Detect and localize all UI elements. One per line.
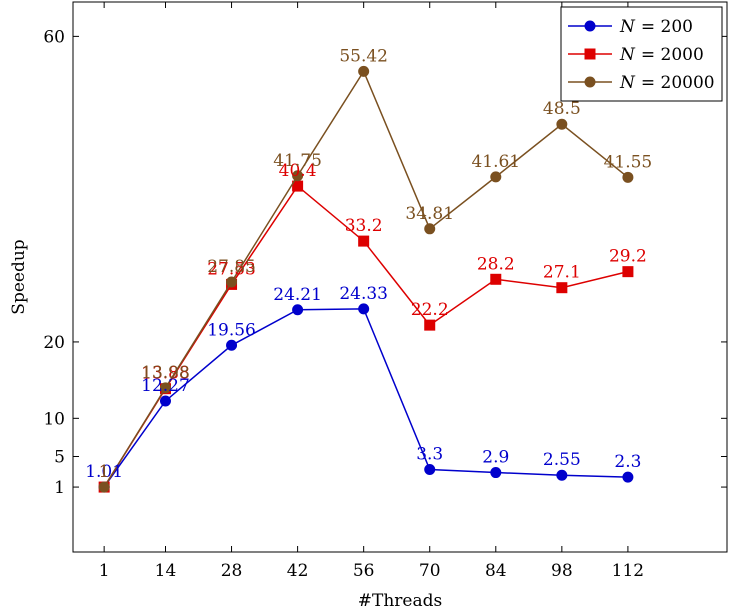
data-point: [490, 273, 502, 285]
x-tick-label: 14: [155, 561, 177, 581]
data-label: 3.3: [416, 445, 443, 465]
x-tick-label: 84: [485, 561, 507, 581]
legend-item: N = 200: [568, 17, 693, 37]
y-tick-label: 5: [54, 448, 65, 468]
data-label: 22.2: [411, 300, 449, 320]
data-point: [424, 223, 436, 235]
series-3: [98, 65, 634, 493]
data-point: [622, 266, 634, 278]
legend-marker: [584, 20, 596, 32]
data-label: 29.2: [609, 247, 647, 267]
data-label: 1: [99, 462, 110, 482]
data-point: [292, 304, 304, 316]
data-labels: 1.01 12.27 19.56 24.21 24.33 3.3 2.9 2.55 2.3 1 13…: [85, 46, 652, 482]
data-label: 40.4: [279, 161, 317, 181]
data-point: [622, 471, 634, 483]
data-point: [159, 395, 171, 407]
data-point: [424, 464, 436, 475]
y-tick-label: 20: [43, 333, 65, 353]
data-label: 13.98: [141, 363, 190, 383]
data-point: [358, 235, 370, 247]
x-tick-label: 1: [99, 561, 110, 581]
x-tick-label: 70: [419, 561, 441, 581]
data-label: 34.81: [405, 204, 454, 224]
data-point: [556, 282, 568, 294]
data-point: [226, 276, 238, 288]
data-label: 2.55: [543, 450, 581, 470]
legend-item: N = 2000: [568, 45, 704, 65]
data-point: [98, 481, 110, 493]
legend-value: = 200: [641, 17, 693, 37]
data-point: [622, 171, 634, 183]
data-label: 12.27: [141, 376, 190, 396]
data-label: 2.9: [482, 448, 509, 468]
data-point: [424, 319, 436, 331]
data-label: 2.3: [614, 452, 641, 472]
data-label: 24.33: [339, 284, 388, 304]
data-label: 27.1: [543, 263, 581, 283]
y-axis-label: Speedup: [9, 239, 29, 314]
legend-label: N = 200: [619, 17, 693, 37]
data-label: 33.2: [345, 216, 383, 236]
data-label: 19.56: [207, 320, 256, 340]
x-tick-label: 98: [551, 561, 573, 581]
x-tick-label: 42: [287, 561, 309, 581]
data-label: 13.88: [141, 364, 190, 384]
data-label: 27.53: [207, 259, 256, 279]
data-point: [556, 469, 568, 481]
y-tick-label: 1: [54, 478, 65, 498]
x-tick-label: 28: [221, 561, 243, 581]
x-tick-label: 56: [353, 561, 375, 581]
data-label: 27.85: [207, 257, 256, 277]
tick-labels: 1 14 28 42 56 70 84 98 112 1 5 10 20 60: [43, 27, 644, 581]
data-point: [556, 118, 568, 130]
data-label: 1: [99, 462, 110, 482]
data-label: 1.01: [85, 462, 123, 482]
axis-ticks: [73, 2, 727, 552]
data-label: 41.55: [604, 152, 653, 172]
data-label: 24.21: [273, 285, 322, 305]
legend-label: N = 20000: [619, 73, 715, 93]
y-tick-label: 60: [43, 27, 65, 47]
legend-label: N = 2000: [619, 45, 704, 65]
y-tick-label: 10: [43, 409, 65, 429]
data-point: [358, 65, 370, 77]
data-label: 41.75: [273, 151, 322, 171]
x-tick-label: 112: [612, 561, 644, 581]
data-point: [226, 339, 238, 351]
legend-variable: N: [619, 73, 636, 93]
data-label: 41.61: [471, 152, 520, 172]
legend-variable: N: [619, 45, 636, 65]
data-label: 28.2: [477, 254, 515, 274]
data-point: [292, 170, 304, 182]
data-point: [159, 382, 171, 394]
legend-marker: [584, 48, 596, 60]
legend-marker: [584, 76, 596, 88]
x-axis-label: #Threads: [358, 591, 442, 611]
data-label: 48.5: [543, 99, 581, 119]
series-layer: [98, 65, 634, 493]
legend-variable: N: [619, 17, 636, 37]
data-point: [490, 171, 502, 183]
data-point: [490, 467, 502, 479]
data-label: 55.42: [339, 46, 388, 66]
data-point: [358, 303, 370, 315]
plot-frame: [72, 1, 728, 553]
legend-item: N = 20000: [568, 73, 715, 93]
legend-value: = 20000: [641, 73, 715, 93]
legend-value: = 2000: [641, 45, 704, 65]
